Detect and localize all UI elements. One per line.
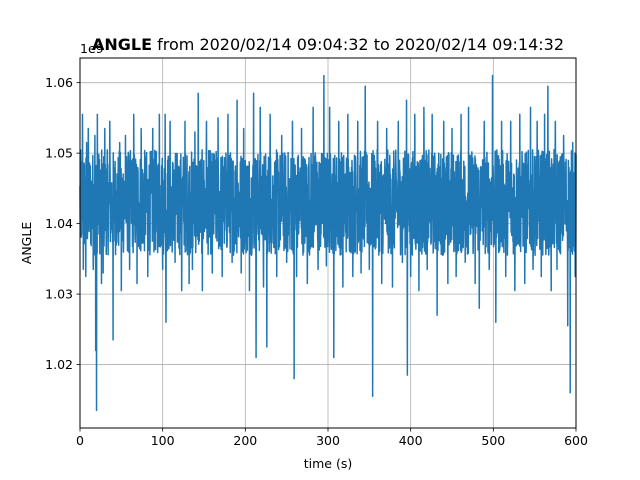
- x-tick-label: 500: [481, 433, 505, 448]
- y-tick-label: 1.03: [45, 287, 73, 302]
- y-tick-label: 1.05: [45, 146, 73, 161]
- x-tick-label: 600: [564, 433, 588, 448]
- x-tick-label: 300: [316, 433, 340, 448]
- y-tick-label: 1.04: [45, 216, 73, 231]
- chart-title-rest: from 2020/02/14 09:04:32 to 2020/02/14 0…: [152, 35, 564, 54]
- y-tick-label: 1.06: [45, 75, 73, 90]
- chart-title: ANGLE from 2020/02/14 09:04:32 to 2020/0…: [92, 35, 564, 54]
- x-tick-label: 400: [399, 433, 423, 448]
- series-line: [79, 74, 577, 412]
- x-tick-label: 100: [151, 433, 175, 448]
- x-tick-label: 0: [76, 433, 84, 448]
- chart-title-bold: ANGLE: [92, 35, 152, 54]
- ticks: 0 100 200 300 400 500 600 1.02 1.03 1.04 1.05 1.06: [45, 75, 588, 448]
- y-tick-label: 1.02: [45, 357, 73, 372]
- x-axis-label: time (s): [304, 456, 352, 471]
- x-tick-label: 200: [233, 433, 257, 448]
- series-layer: [79, 74, 577, 412]
- y-axis-label: ANGLE: [19, 222, 34, 265]
- y-offset-text: 1e9: [80, 41, 104, 56]
